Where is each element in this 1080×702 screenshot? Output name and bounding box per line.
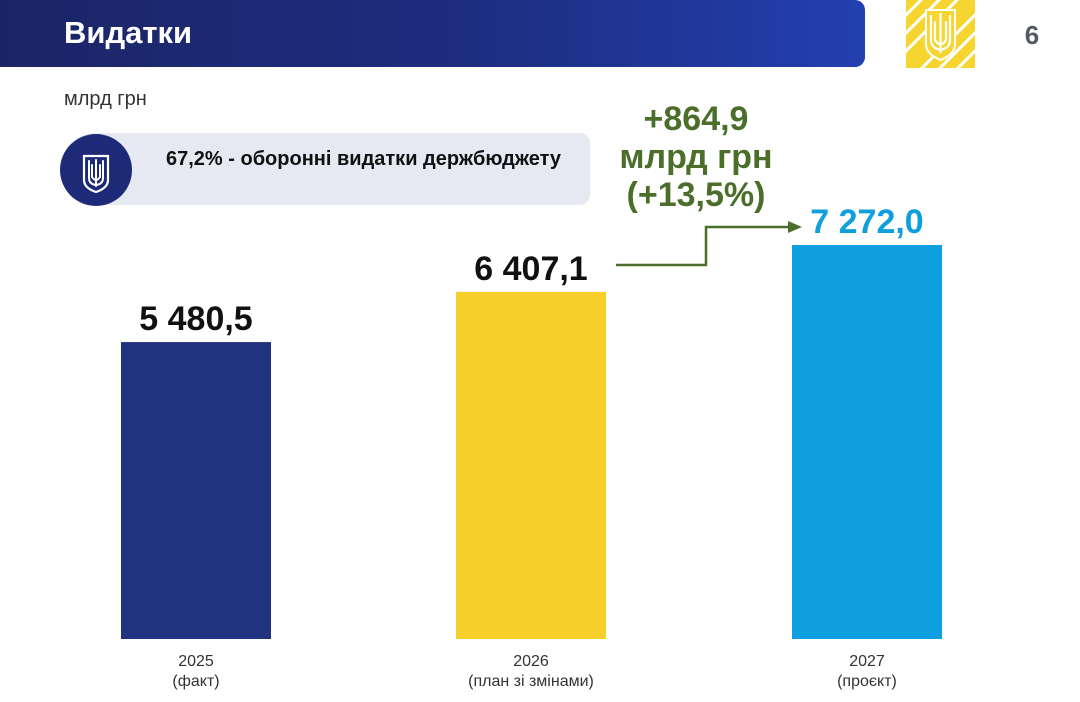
x-tick-year: 2025 (178, 653, 214, 670)
x-tick-note: (факт) (172, 673, 219, 690)
info-box-text: 67,2% - оборонні видатки держбюджету (166, 148, 562, 170)
info-box (60, 133, 590, 205)
unit-label: млрд грн (64, 88, 147, 110)
x-tick-year: 2026 (513, 653, 549, 670)
change-annotation: +864,9 млрд грн (+13,5%) (598, 100, 794, 214)
bar-2027 (792, 245, 942, 639)
header-bar: Видатки (0, 0, 865, 67)
arrow-right-icon (788, 221, 802, 233)
x-tick-note: (проєкт) (837, 673, 897, 690)
change-unit: млрд грн (619, 138, 773, 176)
ukraine-trident-emblem-icon (906, 0, 975, 68)
change-amount: +864,9 (643, 100, 749, 138)
bar-2025 (121, 342, 271, 639)
change-percent: (+13,5%) (626, 176, 766, 214)
trident-icon (60, 134, 132, 206)
bar-value-label: 7 272,0 (810, 203, 923, 241)
page-number: 6 (1024, 20, 1040, 50)
x-tick-note: (план зі змінами) (468, 673, 594, 690)
bar-value-label: 5 480,5 (139, 300, 252, 338)
bar-value-label: 6 407,1 (474, 250, 587, 288)
page-title: Видатки (64, 15, 193, 50)
change-arrow-line (616, 225, 790, 267)
bar-2026 (456, 291, 606, 639)
x-tick-year: 2027 (849, 653, 885, 670)
